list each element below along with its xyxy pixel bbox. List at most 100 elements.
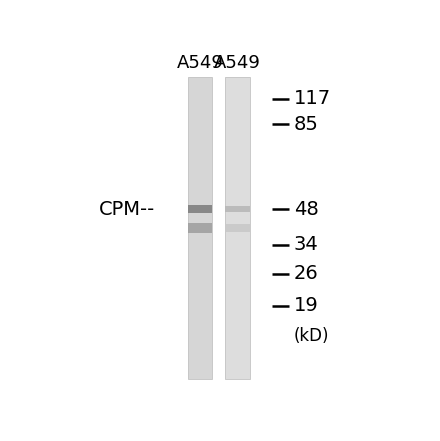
- Bar: [225, 146, 250, 149]
- Bar: [187, 358, 212, 361]
- Bar: [187, 86, 212, 89]
- Bar: [225, 183, 250, 186]
- Text: A549: A549: [214, 54, 261, 71]
- Bar: [187, 113, 212, 116]
- Bar: [225, 237, 250, 240]
- Bar: [225, 179, 250, 183]
- Bar: [187, 206, 212, 213]
- Bar: [187, 77, 212, 379]
- Bar: [187, 131, 212, 134]
- Bar: [225, 77, 250, 379]
- Text: A549: A549: [176, 54, 224, 71]
- Bar: [225, 340, 250, 343]
- Bar: [225, 207, 250, 209]
- Bar: [225, 89, 250, 92]
- Bar: [187, 101, 212, 104]
- Bar: [225, 355, 250, 358]
- Bar: [225, 209, 250, 213]
- Bar: [225, 331, 250, 333]
- Bar: [225, 198, 250, 201]
- Bar: [225, 137, 250, 140]
- Bar: [225, 173, 250, 176]
- Bar: [187, 243, 212, 246]
- Bar: [225, 291, 250, 294]
- Text: 19: 19: [294, 296, 319, 315]
- Bar: [225, 288, 250, 291]
- Bar: [225, 373, 250, 376]
- Bar: [187, 282, 212, 285]
- Bar: [225, 143, 250, 146]
- Bar: [225, 343, 250, 346]
- Bar: [225, 336, 250, 340]
- Bar: [225, 216, 250, 219]
- Bar: [225, 273, 250, 276]
- Bar: [187, 261, 212, 264]
- Bar: [187, 188, 212, 191]
- Bar: [225, 325, 250, 328]
- Bar: [187, 92, 212, 95]
- Bar: [187, 325, 212, 328]
- Bar: [187, 198, 212, 201]
- Bar: [187, 219, 212, 222]
- Bar: [225, 370, 250, 373]
- Bar: [225, 167, 250, 170]
- Bar: [225, 86, 250, 89]
- Bar: [187, 204, 212, 207]
- Bar: [187, 249, 212, 252]
- Bar: [225, 294, 250, 297]
- Bar: [187, 258, 212, 261]
- Bar: [187, 161, 212, 164]
- Bar: [225, 161, 250, 164]
- Text: CPM--: CPM--: [99, 200, 156, 219]
- Bar: [225, 264, 250, 267]
- Bar: [225, 149, 250, 152]
- Bar: [187, 349, 212, 352]
- Bar: [187, 223, 212, 233]
- Bar: [187, 279, 212, 282]
- Bar: [187, 321, 212, 325]
- Bar: [187, 83, 212, 86]
- Bar: [187, 300, 212, 303]
- Bar: [225, 258, 250, 261]
- Bar: [225, 110, 250, 113]
- Bar: [187, 170, 212, 173]
- Bar: [187, 128, 212, 131]
- Bar: [225, 92, 250, 95]
- Bar: [225, 213, 250, 216]
- Bar: [187, 179, 212, 183]
- Bar: [187, 285, 212, 288]
- Bar: [225, 285, 250, 288]
- Bar: [187, 291, 212, 294]
- Bar: [187, 373, 212, 376]
- Bar: [187, 110, 212, 113]
- Bar: [187, 155, 212, 158]
- Bar: [225, 83, 250, 86]
- Bar: [225, 131, 250, 134]
- Bar: [187, 176, 212, 179]
- Bar: [225, 306, 250, 310]
- Bar: [187, 306, 212, 310]
- Bar: [225, 101, 250, 104]
- Bar: [187, 216, 212, 219]
- Bar: [225, 333, 250, 336]
- Bar: [187, 116, 212, 119]
- Text: 85: 85: [294, 115, 319, 134]
- Bar: [187, 318, 212, 321]
- Bar: [225, 246, 250, 249]
- Bar: [187, 240, 212, 243]
- Bar: [187, 297, 212, 300]
- Bar: [225, 125, 250, 128]
- Bar: [187, 122, 212, 125]
- Bar: [187, 186, 212, 188]
- Bar: [187, 119, 212, 122]
- Bar: [187, 294, 212, 297]
- Bar: [225, 261, 250, 264]
- Bar: [225, 240, 250, 243]
- Bar: [225, 152, 250, 155]
- Bar: [187, 331, 212, 333]
- Bar: [187, 312, 212, 315]
- Bar: [225, 276, 250, 279]
- Bar: [187, 328, 212, 331]
- Bar: [225, 222, 250, 225]
- Bar: [225, 279, 250, 282]
